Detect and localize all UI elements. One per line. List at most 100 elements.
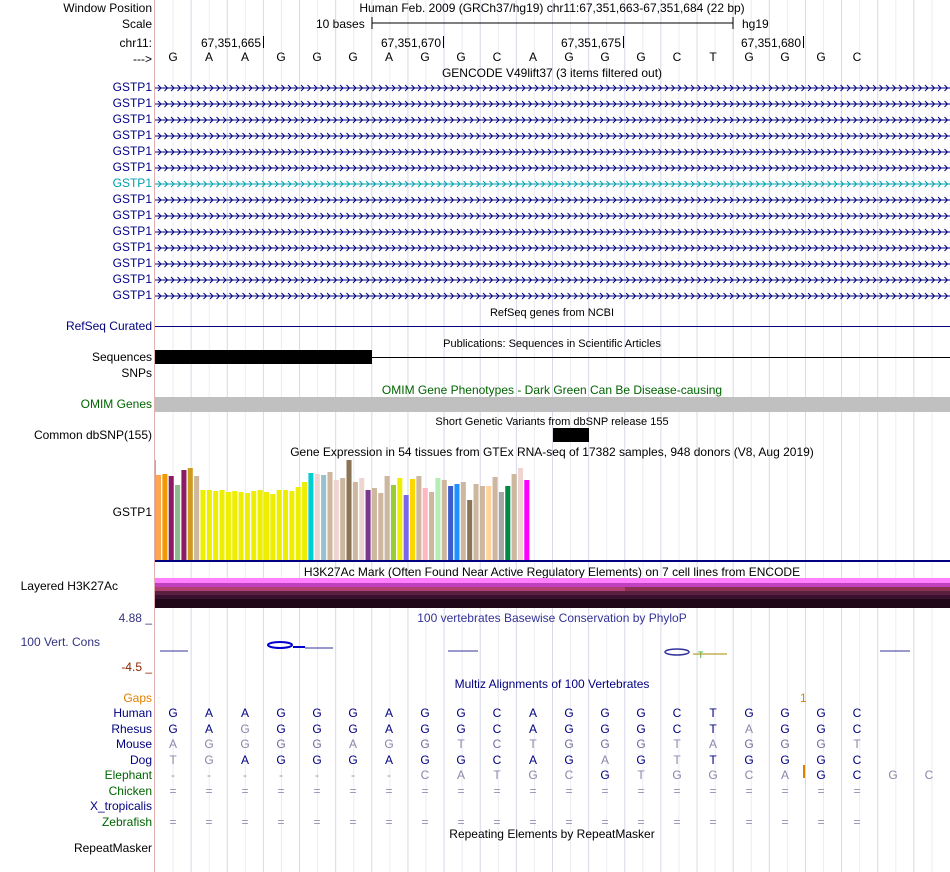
- gencode-transcript: [155, 180, 950, 188]
- alignment-base: G: [744, 737, 754, 751]
- svg-text:T: T: [698, 650, 704, 660]
- alignment-base: G: [240, 721, 250, 736]
- alignment-base: =: [673, 814, 681, 829]
- dna-base: A: [240, 50, 249, 64]
- alignment-base: G: [780, 721, 790, 736]
- phylop-track-label[interactable]: 100 Vert. Cons: [20, 635, 100, 649]
- dna-base: G: [456, 50, 466, 64]
- refseq-track-label[interactable]: RefSeq Curated: [65, 319, 152, 333]
- alignment-base: G: [564, 706, 574, 720]
- gencode-gene-label[interactable]: GSTP1: [112, 192, 152, 206]
- gtex-tissue-bar: [206, 490, 212, 560]
- omim-track-label[interactable]: OMIM Genes: [80, 397, 152, 411]
- gtex-tissue-bar: [346, 460, 352, 560]
- coordinate-tick: [803, 36, 804, 48]
- gencode-gene-label[interactable]: GSTP1: [112, 160, 152, 174]
- h3k27ac-track-title: H3K27Ac Mark (Often Found Near Active Re…: [303, 565, 801, 579]
- alignment-base: G: [312, 752, 322, 767]
- gtex-tissue-bar: [257, 490, 263, 560]
- gencode-transcripts[interactable]: [155, 0, 950, 310]
- gencode-transcript: [155, 276, 950, 284]
- gtex-tissue-bar: [162, 474, 168, 560]
- gtex-tissue-bar: [219, 490, 225, 560]
- gencode-gene-label[interactable]: GSTP1: [112, 208, 152, 222]
- gtex-tissue-bar: [251, 491, 257, 560]
- alignment-base: G: [528, 768, 538, 782]
- alignment-base: -: [207, 768, 211, 782]
- gtex-tissue-bar: [187, 468, 193, 560]
- alignment-base: =: [709, 814, 717, 829]
- alignment-base: G: [204, 737, 214, 751]
- snps-track-label[interactable]: SNPs: [121, 366, 152, 380]
- alignment-base: =: [493, 783, 501, 798]
- alignment-base: =: [205, 814, 213, 829]
- alignment-base: G: [780, 706, 790, 720]
- gtex-tissue-bar: [321, 475, 327, 560]
- scale-bases-text: 10 bases: [316, 17, 365, 31]
- gtex-tissue-bar: [511, 474, 517, 560]
- alignment-base: G: [456, 721, 466, 736]
- gencode-gene-label[interactable]: GSTP1: [112, 128, 152, 142]
- gencode-gene-label[interactable]: GSTP1: [112, 256, 152, 270]
- gencode-gene-label[interactable]: GSTP1: [112, 144, 152, 158]
- repeatmasker-track-label[interactable]: RepeatMasker: [73, 841, 152, 855]
- publication-sequence-block[interactable]: [155, 350, 372, 364]
- gtex-tissue-bar: [289, 491, 295, 560]
- h3k27ac-signal[interactable]: [155, 0, 950, 872]
- gencode-gene-label[interactable]: GSTP1: [112, 272, 152, 286]
- elephant-gap-marker: [803, 765, 805, 778]
- alignment-base: -: [171, 768, 175, 782]
- gencode-gene-label[interactable]: GSTP1: [112, 176, 152, 190]
- alignment-base: G: [780, 737, 790, 751]
- h3k27ac-track-label[interactable]: Layered H3K27Ac: [20, 579, 118, 593]
- gencode-gene-label[interactable]: GSTP1: [112, 288, 152, 302]
- gtex-bar-chart[interactable]: [155, 0, 950, 872]
- gtex-tissue-bar: [156, 475, 162, 560]
- dbsnp-variant[interactable]: [553, 428, 589, 442]
- refseq-track-title: RefSeq genes from NCBI: [489, 307, 615, 319]
- chr-label: chr11:: [119, 36, 152, 50]
- alignment-base: =: [781, 783, 789, 798]
- gencode-gene-label[interactable]: GSTP1: [112, 112, 152, 126]
- browser-image[interactable]: Human Feb. 2009 (GRCh37/hg19) chr11:67,3…: [155, 0, 950, 872]
- gtex-tissue-bar: [232, 491, 238, 560]
- alignment-base: T: [673, 752, 681, 767]
- dna-base: G: [348, 50, 358, 64]
- publication-sequence-line[interactable]: [372, 357, 950, 358]
- publications-track-title: Publications: Sequences in Scientific Ar…: [443, 338, 661, 350]
- sequences-track-label[interactable]: Sequences: [91, 350, 152, 364]
- dna-base: A: [528, 50, 537, 64]
- alignment-base: =: [421, 814, 429, 829]
- multiz-species-label: Human: [113, 706, 152, 720]
- omim-phenotype-bar[interactable]: [155, 397, 950, 412]
- multiz-species-label: Chicken: [108, 783, 152, 798]
- gtex-tissue-bar: [460, 482, 466, 560]
- gtex-tissue-bar: [467, 500, 473, 560]
- alignment-base: G: [600, 721, 610, 736]
- gencode-gene-label[interactable]: GSTP1: [112, 80, 152, 94]
- gtex-track-label[interactable]: GSTP1: [112, 505, 152, 519]
- alignment-base: C: [492, 752, 502, 767]
- dbsnp-track-label[interactable]: Common dbSNP(155): [33, 428, 152, 442]
- gencode-transcript: [155, 292, 950, 300]
- alignment-base: =: [277, 783, 285, 798]
- alignment-base: =: [277, 814, 285, 829]
- alignment-base: -: [279, 768, 283, 782]
- gtex-tissue-bar: [378, 493, 384, 560]
- gencode-gene-label[interactable]: GSTP1: [112, 224, 152, 238]
- alignment-base: =: [457, 783, 465, 798]
- gencode-transcript: [155, 228, 950, 236]
- phylop-signal[interactable]: T: [155, 0, 950, 872]
- dna-base: G: [564, 50, 574, 64]
- gencode-transcript: [155, 244, 950, 252]
- alignment-base: A: [384, 706, 393, 720]
- track-label-panel: Window Position Scale chr11: ---> GSTP1 G…: [0, 0, 154, 872]
- alignment-base: G: [744, 752, 754, 767]
- gencode-gene-label[interactable]: GSTP1: [112, 240, 152, 254]
- gencode-gene-label[interactable]: GSTP1: [112, 96, 152, 110]
- window-position-label: Window Position: [63, 1, 152, 15]
- alignment-base: =: [241, 814, 249, 829]
- gtex-tissue-bar: [302, 482, 308, 560]
- refseq-gene-line[interactable]: [155, 326, 950, 327]
- gtex-tissue-bar: [441, 480, 447, 560]
